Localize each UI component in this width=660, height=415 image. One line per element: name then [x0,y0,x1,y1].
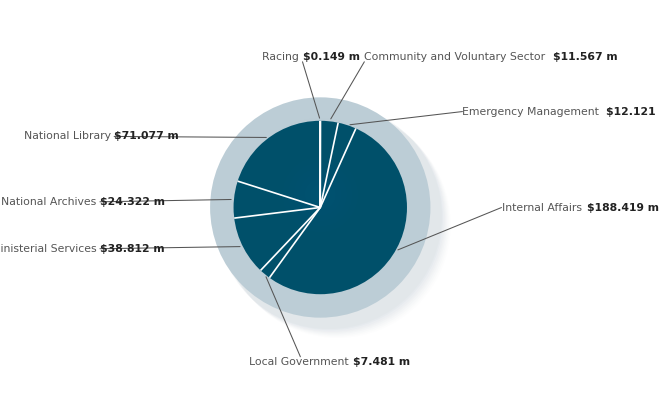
Circle shape [217,104,443,330]
Text: National Archives: National Archives [1,197,100,207]
Circle shape [210,98,430,317]
Text: Community and Voluntary Sector: Community and Voluntary Sector [364,52,549,62]
Text: Racing: Racing [262,52,302,62]
Text: Ministerial Services: Ministerial Services [0,244,100,254]
Text: $12.121 m: $12.121 m [606,107,660,117]
Text: National Library: National Library [24,132,114,142]
Text: Local Government: Local Government [249,357,352,367]
Text: $7.481 m: $7.481 m [353,357,411,367]
Circle shape [216,103,442,329]
Text: $0.149 m: $0.149 m [302,52,360,62]
Text: Emergency Management: Emergency Management [463,107,603,117]
Text: $24.322 m: $24.322 m [100,197,165,207]
Text: $38.812 m: $38.812 m [100,244,164,254]
Text: $11.567 m: $11.567 m [553,52,618,62]
Text: $71.077 m: $71.077 m [114,132,179,142]
Circle shape [234,121,407,294]
Text: $188.419 m: $188.419 m [587,203,659,212]
Text: Internal Affairs: Internal Affairs [502,203,585,212]
